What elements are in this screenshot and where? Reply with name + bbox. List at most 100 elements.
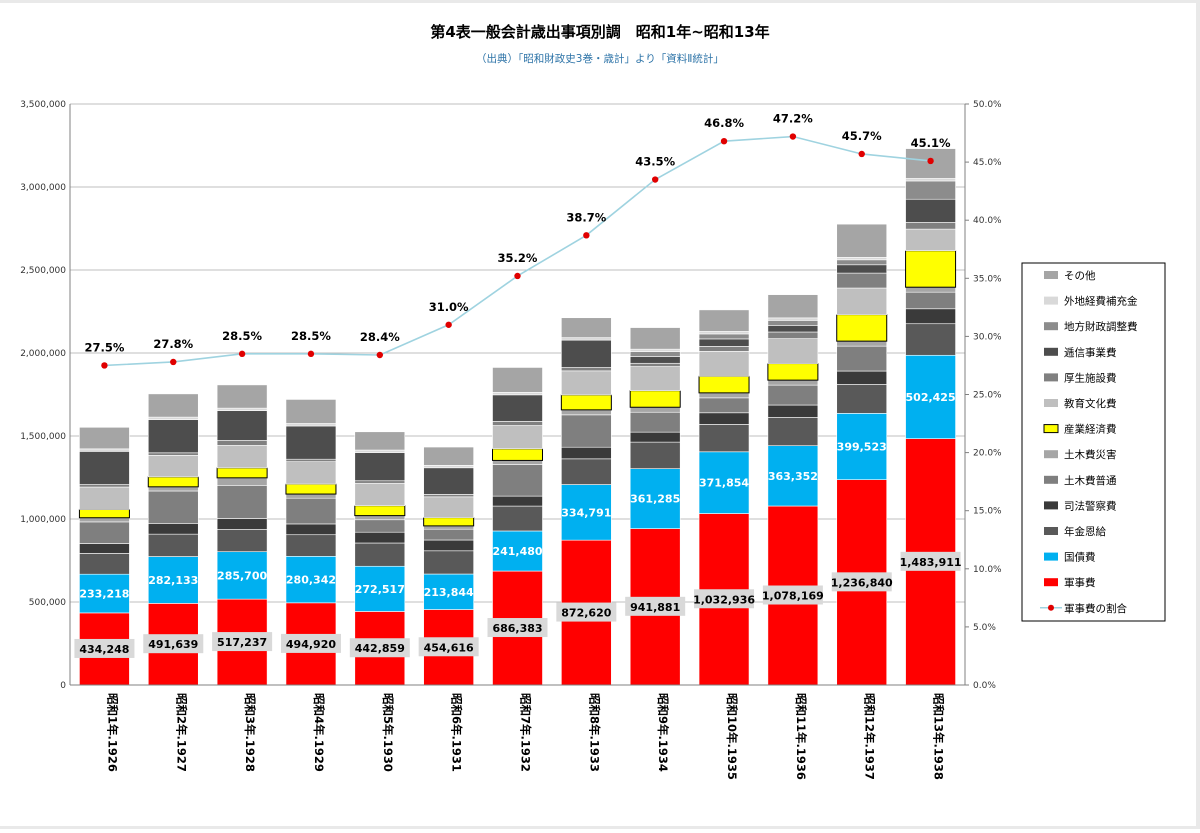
legend-label: 産業経済費 bbox=[1064, 423, 1117, 436]
ratio-point bbox=[307, 350, 315, 358]
bar-segment bbox=[147, 452, 199, 456]
bar-segment bbox=[767, 379, 819, 386]
bar-segment bbox=[216, 440, 268, 446]
legend-label: 逓信事業費 bbox=[1064, 346, 1117, 359]
chart-subtitle: （出典）「昭和財政史3巻・歳計」より「資料Ⅱ統計」 bbox=[476, 52, 724, 65]
bar-segment bbox=[767, 417, 819, 447]
bar-segment bbox=[698, 351, 750, 377]
data-label: 241,480 bbox=[492, 545, 542, 558]
data-label: 434,248 bbox=[79, 643, 129, 656]
bar-segment bbox=[561, 446, 612, 460]
bar-segment bbox=[285, 425, 337, 460]
bar-segment bbox=[79, 484, 130, 488]
bar-segment bbox=[905, 308, 956, 325]
sheet-right-edge bbox=[1196, 0, 1200, 829]
bar-segment bbox=[905, 198, 956, 223]
bar-segment bbox=[147, 533, 199, 557]
x-axis: 昭和1年.1926 昭和2年.1927 昭和3年.1928 昭和4年.1929 昭和5年… bbox=[70, 684, 965, 780]
bars: 434,248 233,218 491,639 282,133 517,237 285,7… bbox=[74, 148, 962, 686]
data-label-bg bbox=[349, 638, 410, 658]
bar-segment bbox=[629, 327, 681, 350]
legend-marker bbox=[1048, 604, 1054, 611]
data-label: 494,920 bbox=[286, 638, 336, 651]
legend-label: 外地経費補充金 bbox=[1064, 295, 1138, 308]
bar-segment bbox=[492, 394, 543, 422]
y2-tick-label: 35.0% bbox=[973, 274, 1002, 284]
bar-segment bbox=[354, 449, 406, 453]
legend-label: 地方財政調整費 bbox=[1064, 320, 1138, 333]
legend-swatch bbox=[1044, 296, 1058, 305]
bar-segment bbox=[561, 337, 612, 341]
ratio-point bbox=[445, 321, 452, 328]
x-tick-label: 昭和3年.1928 bbox=[243, 693, 257, 772]
bar-segment bbox=[147, 556, 199, 604]
bar-segment bbox=[285, 534, 337, 557]
y2-tick-label: 20.0% bbox=[973, 449, 1002, 459]
data-label: 213,844 bbox=[424, 586, 474, 599]
bar-segment bbox=[216, 410, 268, 441]
bar-segment bbox=[354, 480, 406, 484]
bar-segment bbox=[492, 460, 543, 465]
bar-segment bbox=[905, 178, 956, 182]
bar-segment bbox=[423, 573, 474, 610]
ratio-line: 27.5% 27.8% 28.5% 28.5% 28.4% 31.0% 35.2% 38.7%… bbox=[84, 112, 951, 369]
bar-segment bbox=[629, 351, 681, 357]
bar-segment bbox=[767, 320, 819, 326]
bar-segment bbox=[492, 448, 543, 461]
ratio-point bbox=[651, 176, 659, 183]
bar-segment bbox=[147, 486, 199, 492]
data-label: 454,616 bbox=[424, 641, 474, 654]
bar-segment bbox=[423, 528, 474, 541]
bar-segment bbox=[354, 515, 406, 521]
ratio-label: 31.0% bbox=[429, 300, 469, 314]
bar-segment bbox=[767, 363, 819, 381]
legend-label: 土木費災害 bbox=[1064, 448, 1117, 461]
x-tick-label: 昭和6年.1931 bbox=[450, 693, 464, 772]
legend-label: 厚生施設費 bbox=[1064, 371, 1117, 384]
legend-label: 軍事費 bbox=[1064, 576, 1096, 589]
data-label: 361,285 bbox=[630, 493, 680, 506]
bar-segment bbox=[905, 180, 956, 200]
bar-segment bbox=[79, 486, 130, 510]
data-label: 282,133 bbox=[148, 574, 198, 587]
legend-swatch bbox=[1044, 347, 1058, 356]
bar-segment bbox=[561, 414, 612, 448]
bar-segment bbox=[285, 423, 337, 427]
bar-segment bbox=[698, 333, 750, 340]
bar-segment bbox=[423, 446, 474, 466]
bar-segment bbox=[767, 445, 819, 507]
data-label: 1,032,936 bbox=[693, 593, 755, 606]
bar-segment bbox=[629, 406, 681, 413]
bar-segment bbox=[561, 409, 612, 416]
bar-segment bbox=[492, 392, 543, 396]
ratio-point bbox=[514, 272, 521, 280]
bar-segment bbox=[629, 348, 681, 352]
data-label-bg bbox=[694, 589, 755, 609]
ratio-label: 45.1% bbox=[911, 136, 951, 150]
bar-segment bbox=[216, 485, 268, 519]
bar-segment bbox=[629, 431, 681, 443]
data-label: 941,881 bbox=[630, 601, 680, 614]
ratio-point bbox=[927, 157, 934, 165]
data-label: 517,237 bbox=[217, 636, 267, 649]
bar-segment bbox=[698, 338, 750, 347]
data-label: 280,342 bbox=[286, 574, 336, 587]
bar-segment bbox=[836, 314, 888, 342]
bar-segment bbox=[423, 494, 474, 498]
bar-segment bbox=[698, 309, 750, 332]
data-label-bg bbox=[280, 633, 341, 653]
bar-segment bbox=[698, 424, 750, 453]
data-label-bg bbox=[831, 572, 892, 592]
ratio-point bbox=[238, 350, 246, 358]
bar-segment bbox=[285, 493, 337, 499]
bar-segment bbox=[354, 452, 406, 482]
data-label: 399,523 bbox=[837, 441, 887, 454]
bar-segment bbox=[836, 384, 888, 414]
bar-segment bbox=[285, 461, 337, 485]
bar-segment bbox=[767, 338, 819, 364]
bar-segment bbox=[78, 508, 130, 519]
bar-segment bbox=[216, 518, 268, 530]
ratio-point bbox=[858, 150, 865, 158]
x-tick-label: 昭和7年.1932 bbox=[519, 693, 533, 772]
